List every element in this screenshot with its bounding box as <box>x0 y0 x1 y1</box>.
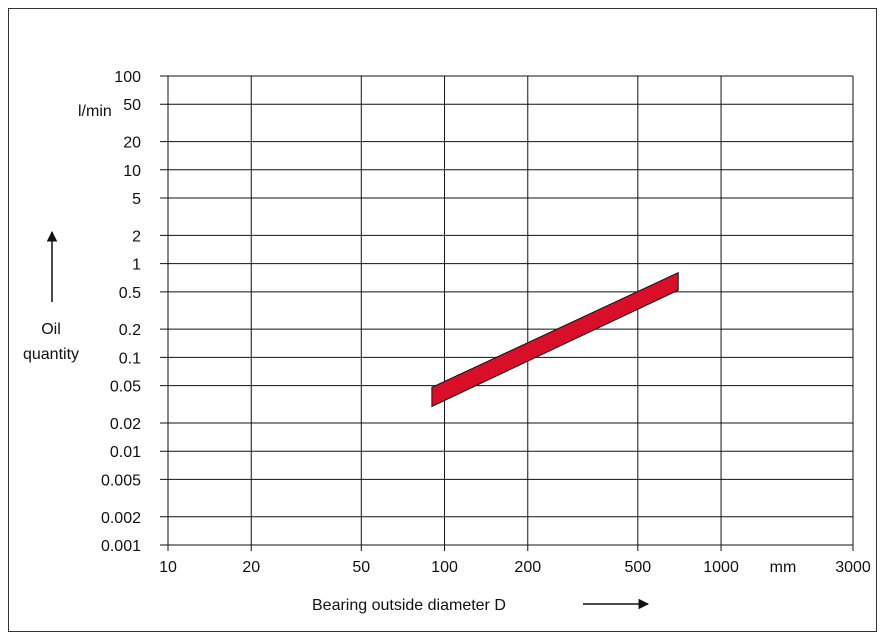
oil-quantity-band <box>431 271 679 408</box>
y-tick-label: 0.5 <box>119 285 141 302</box>
y-axis-label-line2: quantity <box>23 346 79 363</box>
x-tick-label: 20 <box>242 559 260 576</box>
y-axis-label-line1: Oil <box>41 321 61 338</box>
y-tick-label: 0.2 <box>119 322 141 339</box>
x-tick-label: 200 <box>514 559 541 576</box>
y-tick-label: 0.05 <box>110 379 141 396</box>
x-tick-label: 10 <box>159 559 177 576</box>
y-tick-label: 0.1 <box>119 350 141 367</box>
y-tick-label: 1 <box>132 257 141 274</box>
y-tick-label: 2 <box>132 228 141 245</box>
y-unit-label: l/min <box>78 103 112 120</box>
y-tick-label: 100 <box>114 69 141 86</box>
x-axis-label: Bearing outside diameter D <box>312 597 506 614</box>
y-tick-label: 50 <box>123 97 141 114</box>
x-tick-label: 500 <box>624 559 651 576</box>
y-tick-label: 5 <box>132 191 141 208</box>
x-tick-label: 50 <box>352 559 370 576</box>
y-tick-label: 10 <box>123 163 141 180</box>
x-unit-label: mm <box>770 559 797 576</box>
y-tick-label: 0.005 <box>101 472 141 489</box>
y-tick-label: 0.01 <box>110 444 141 461</box>
x-tick-label: 100 <box>431 559 458 576</box>
y-tick-label: 20 <box>123 135 141 152</box>
x-tick-label: 3000 <box>835 559 871 576</box>
y-tick-label: 0.001 <box>101 538 141 555</box>
y-tick-label: 0.002 <box>101 510 141 527</box>
chart-frame <box>8 8 877 632</box>
x-tick-label: 1000 <box>703 559 739 576</box>
y-tick-label: 0.02 <box>110 416 141 433</box>
